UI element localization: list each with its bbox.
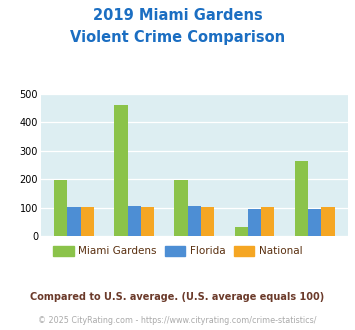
Bar [295, 161, 308, 236]
Text: Compared to U.S. average. (U.S. average equals 100): Compared to U.S. average. (U.S. average … [31, 292, 324, 302]
Bar [127, 206, 141, 236]
Text: © 2025 CityRating.com - https://www.cityrating.com/crime-statistics/: © 2025 CityRating.com - https://www.city… [38, 316, 317, 325]
Bar [261, 207, 274, 236]
Bar [141, 207, 154, 236]
Bar [308, 209, 321, 236]
Bar [67, 207, 81, 236]
Bar [81, 207, 94, 236]
Bar [321, 207, 335, 236]
Bar [188, 206, 201, 236]
Bar [248, 209, 261, 236]
Text: Violent Crime Comparison: Violent Crime Comparison [70, 30, 285, 45]
Text: 2019 Miami Gardens: 2019 Miami Gardens [93, 8, 262, 23]
Bar [175, 180, 188, 236]
Bar [201, 207, 214, 236]
Legend: Miami Gardens, Florida, National: Miami Gardens, Florida, National [49, 242, 306, 260]
Bar [54, 180, 67, 236]
Bar [114, 105, 127, 236]
Bar [235, 227, 248, 236]
